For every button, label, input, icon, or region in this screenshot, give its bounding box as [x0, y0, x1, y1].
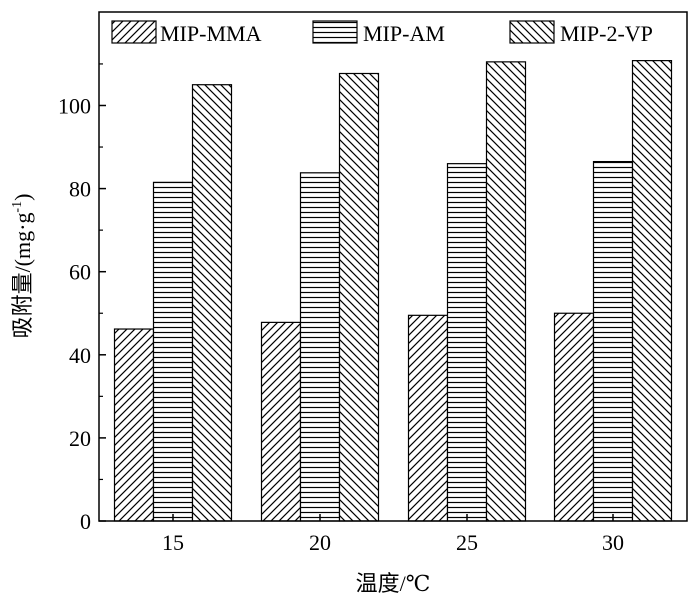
- y-tick-label-100: 100: [58, 93, 91, 118]
- x-tick-label-25: 25: [456, 530, 478, 555]
- y-axis-title-superscript: -1: [10, 201, 25, 213]
- bar-mip-am-15: [152, 181, 194, 522]
- x-tick-label-30: 30: [602, 530, 624, 555]
- bar-mip-2-vp-30: [631, 60, 673, 522]
- bar-mip-mma-15: [113, 328, 155, 522]
- legend-label-mip-mma: MIP-MMA: [160, 21, 262, 46]
- legend-swatch-mip-mma: [111, 20, 157, 44]
- bar-mip-2-vp-25: [485, 61, 527, 522]
- axis-layer: 15 20 25 30 0 20 40 60 80 100: [58, 63, 624, 555]
- bar-mip-mma-30: [553, 312, 595, 522]
- x-tick-label-20: 20: [309, 530, 331, 555]
- bar-mip-am-30: [592, 160, 634, 522]
- legend-label-mip-2-vp: MIP-2-VP: [560, 21, 653, 46]
- y-axis-title: 吸附量/(mg·g-1): [10, 194, 35, 339]
- legend-swatch-mip-2-vp: [509, 20, 555, 44]
- bar-mip-2-vp-15: [191, 84, 233, 522]
- y-axis-title-main: 吸附量/(mg·g: [10, 213, 35, 339]
- legend-label-mip-am: MIP-AM: [363, 21, 445, 46]
- bar-mip-am-20: [299, 172, 341, 522]
- y-axis-title-close: ): [10, 194, 35, 201]
- bars-layer: [113, 60, 673, 522]
- y-tick-label-80: 80: [69, 177, 91, 202]
- y-tick-label-40: 40: [69, 343, 91, 368]
- legend: MIP-MMA MIP-AM MIP-2-VP: [111, 20, 653, 46]
- y-tick-label-20: 20: [69, 426, 91, 451]
- x-tick-label-15: 15: [162, 530, 184, 555]
- plot-frame: [98, 11, 688, 522]
- legend-swatch-mip-am: [312, 20, 358, 44]
- bar-mip-mma-20: [260, 321, 302, 522]
- x-axis-title: 温度/℃: [356, 571, 431, 596]
- y-tick-label-0: 0: [80, 509, 91, 534]
- bar-mip-2-vp-20: [338, 72, 380, 522]
- bar-mip-am-25: [446, 163, 488, 522]
- y-tick-label-60: 60: [69, 260, 91, 285]
- bar-mip-mma-25: [407, 314, 449, 522]
